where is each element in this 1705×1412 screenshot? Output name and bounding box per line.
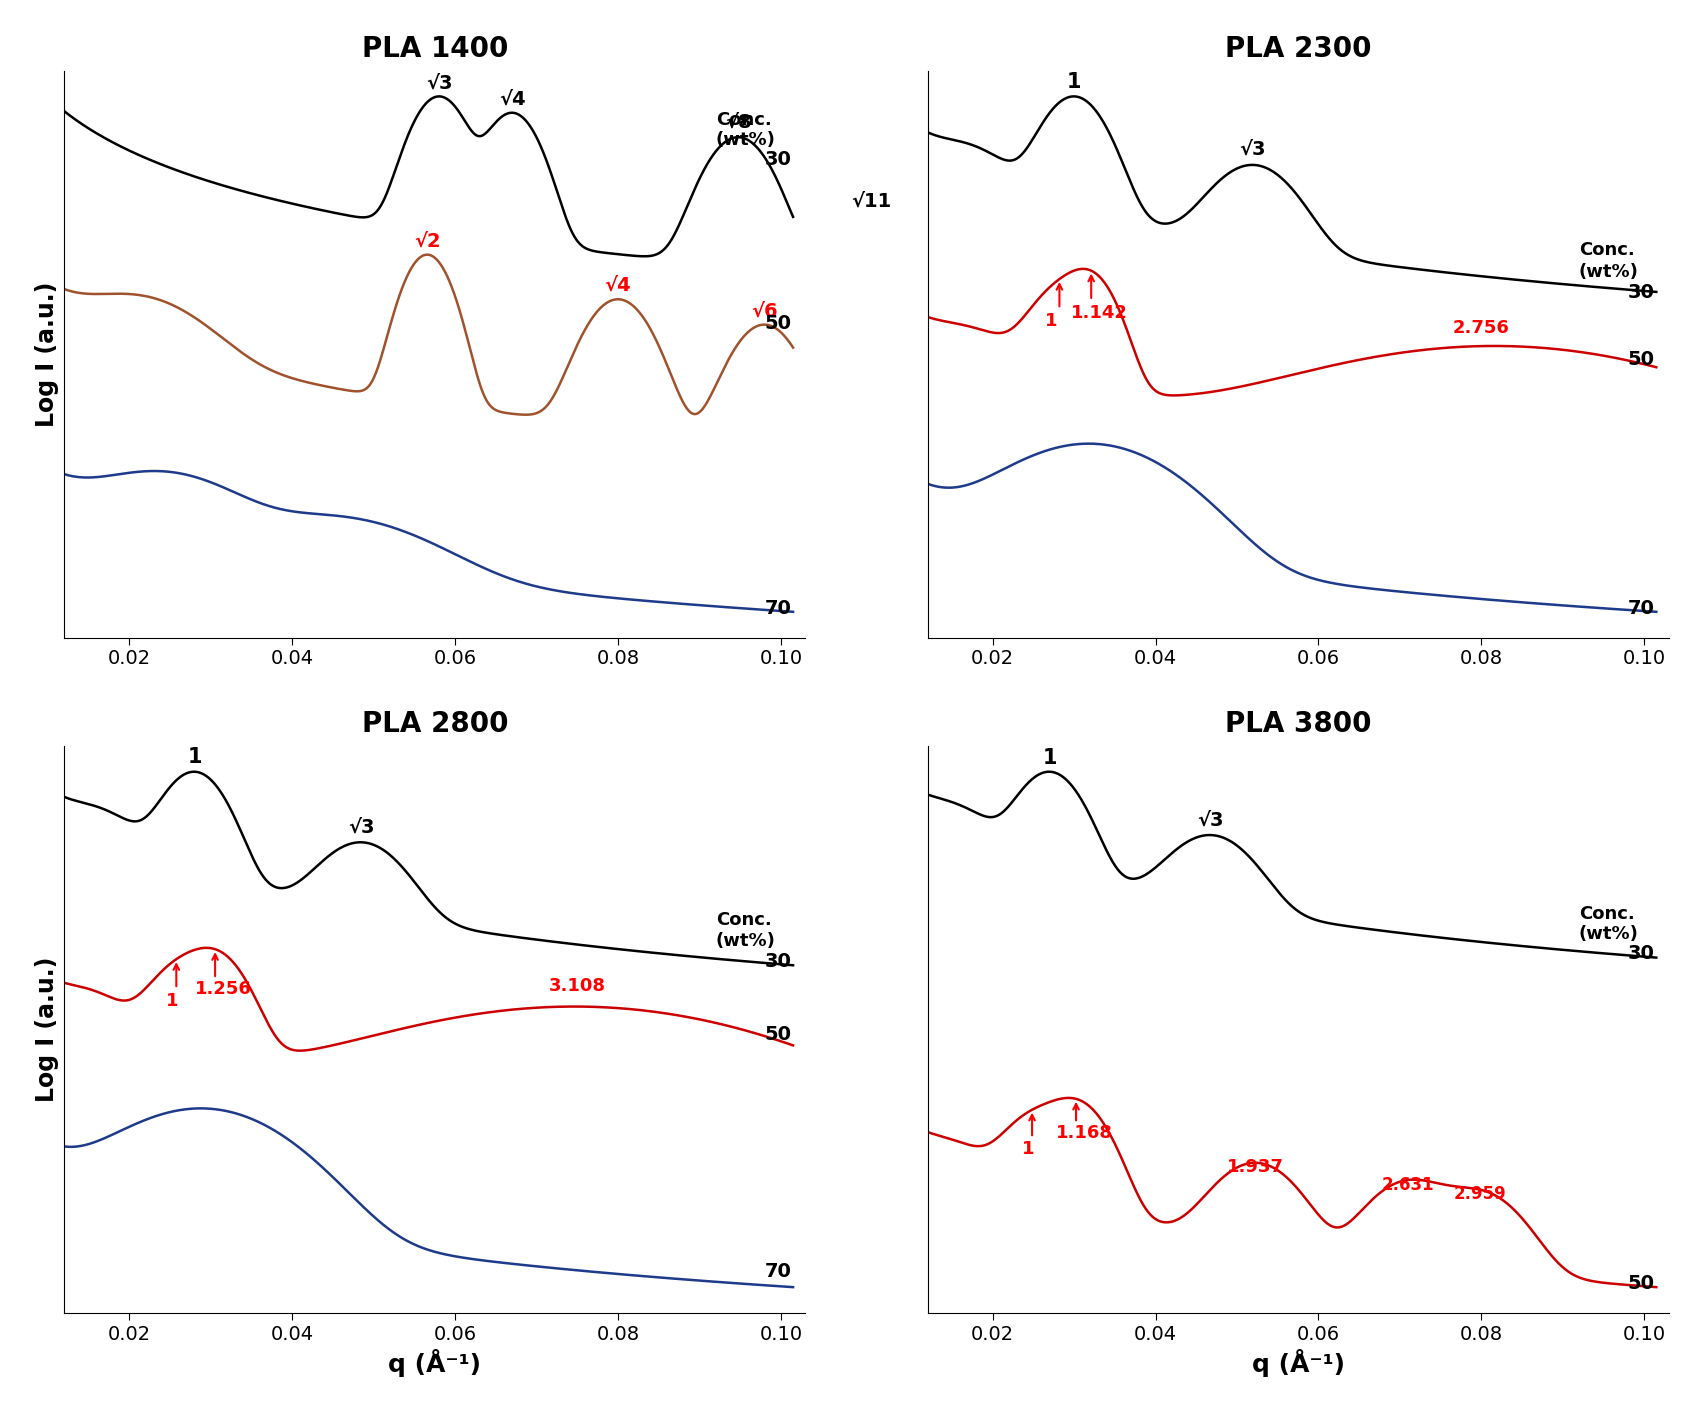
Text: √3: √3 [426, 73, 452, 92]
Title: PLA 2300: PLA 2300 [1224, 35, 1371, 62]
Text: Conc.: Conc. [1579, 241, 1635, 260]
Text: (wt%): (wt%) [1579, 263, 1639, 281]
Text: √3: √3 [1240, 140, 1267, 160]
Text: 1: 1 [1045, 312, 1057, 330]
Text: 1: 1 [1067, 72, 1081, 92]
Text: √11: √11 [851, 192, 892, 212]
Text: 1: 1 [1021, 1141, 1035, 1158]
Text: 3.108: 3.108 [549, 977, 605, 995]
Text: 2.631: 2.631 [1383, 1176, 1434, 1193]
Text: 30: 30 [764, 952, 791, 971]
Text: 50: 50 [764, 1025, 791, 1045]
Text: 2.959: 2.959 [1454, 1186, 1507, 1203]
Title: PLA 1400: PLA 1400 [361, 35, 508, 62]
Text: 50: 50 [1628, 350, 1656, 369]
Text: √6: √6 [752, 302, 777, 321]
X-axis label: q (Å⁻¹): q (Å⁻¹) [389, 1350, 481, 1377]
Text: 70: 70 [764, 1262, 791, 1281]
Y-axis label: Log I (a.u.): Log I (a.u.) [34, 957, 58, 1103]
Title: PLA 2800: PLA 2800 [361, 710, 508, 738]
Text: 30: 30 [1628, 284, 1654, 302]
Text: 1: 1 [165, 993, 179, 1010]
Text: √3: √3 [348, 818, 375, 836]
Text: 1.168: 1.168 [1055, 1124, 1113, 1142]
Text: √2: √2 [414, 232, 440, 250]
Text: √4: √4 [500, 90, 525, 109]
Text: 50: 50 [764, 313, 791, 333]
Text: 70: 70 [764, 599, 791, 618]
Title: PLA 3800: PLA 3800 [1224, 710, 1371, 738]
Text: Conc.: Conc. [1579, 905, 1635, 923]
Text: 1.142: 1.142 [1071, 304, 1127, 322]
Text: Conc.: Conc. [716, 110, 771, 128]
Text: (wt%): (wt%) [1579, 925, 1639, 943]
Text: Conc.: Conc. [716, 911, 771, 929]
Text: √3: √3 [1197, 810, 1224, 829]
Text: 1.937: 1.937 [1228, 1158, 1284, 1176]
Text: 30: 30 [1628, 945, 1654, 963]
Text: 1.256: 1.256 [194, 980, 252, 997]
Text: 30: 30 [764, 150, 791, 169]
X-axis label: q (Å⁻¹): q (Å⁻¹) [1251, 1350, 1345, 1377]
Text: 70: 70 [1628, 599, 1654, 618]
Text: 1: 1 [188, 747, 201, 768]
Text: √8: √8 [725, 113, 752, 131]
Text: 1: 1 [1042, 748, 1057, 768]
Text: 2.756: 2.756 [1453, 319, 1509, 337]
Text: (wt%): (wt%) [716, 932, 776, 950]
Text: 50: 50 [1628, 1274, 1656, 1293]
Text: (wt%): (wt%) [716, 131, 776, 150]
Text: √4: √4 [605, 277, 631, 295]
Y-axis label: Log I (a.u.): Log I (a.u.) [34, 281, 58, 426]
